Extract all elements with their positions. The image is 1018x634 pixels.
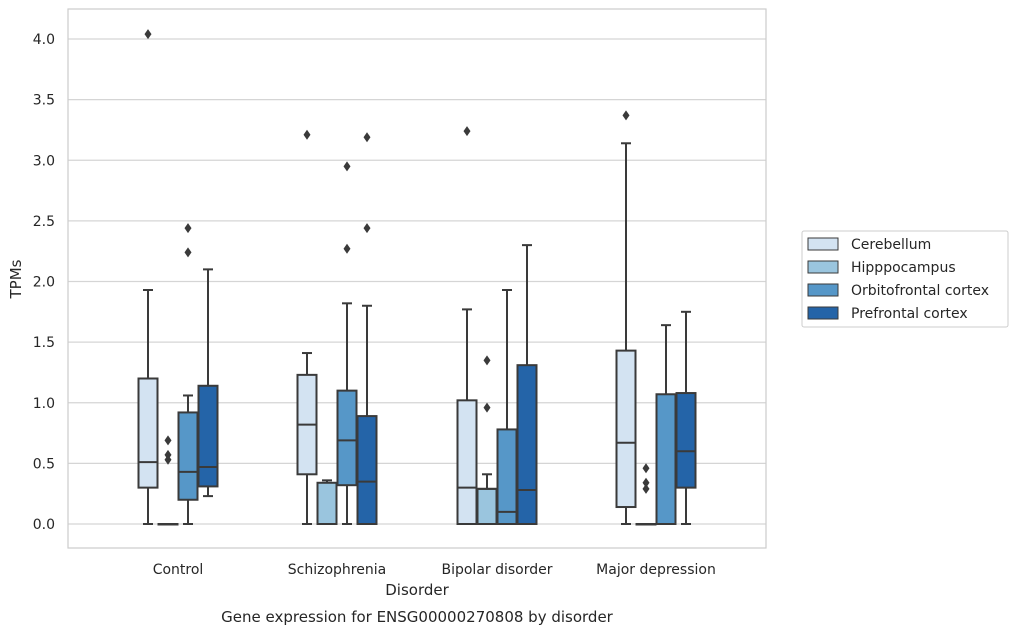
- legend-swatch: [807, 306, 839, 320]
- outlier-point: [184, 247, 192, 258]
- y-tick-label: 4.0: [33, 32, 55, 48]
- y-tick-labels: 0.0 0.5 1.0 1.5 2.0 2.5 3.0 3.5 4.0: [33, 32, 55, 533]
- legend-label: Orbitofrontal cortex: [851, 283, 989, 299]
- outlier-point: [483, 355, 491, 366]
- y-axis-title: TPMs: [7, 259, 25, 299]
- outlier-point: [642, 483, 650, 494]
- legend-swatch: [807, 260, 839, 274]
- outlier-point: [144, 29, 152, 40]
- outlier-point: [363, 223, 371, 234]
- box: [336, 389, 358, 487]
- outlier-point: [184, 223, 192, 234]
- outlier-point: [642, 463, 650, 474]
- box: [496, 428, 518, 525]
- outlier-point: [622, 110, 630, 121]
- outlier-point: [343, 243, 351, 254]
- x-tick-label: Control: [153, 562, 204, 578]
- outlier-point: [463, 126, 471, 137]
- box-prefrontal-cortex-3: [675, 310, 697, 525]
- chart-title: Gene expression for ENSG00000270808 by d…: [221, 608, 614, 626]
- box: [655, 393, 677, 526]
- outlier-point: [483, 402, 491, 413]
- box: [476, 487, 498, 525]
- box-orbitofrontal-cortex-0: [177, 223, 199, 525]
- x-tick-label: Bipolar disorder: [441, 562, 552, 578]
- y-tick-label: 0.5: [33, 456, 55, 472]
- legend-swatch: [807, 283, 839, 297]
- legend: Cerebellum Hipppocampus Orbitofrontal cort…: [801, 230, 1009, 328]
- legend-label: Cerebellum: [851, 237, 931, 253]
- box-prefrontal-cortex-0: [197, 268, 219, 498]
- box: [137, 377, 159, 489]
- box: [356, 415, 378, 525]
- outlier-point: [363, 132, 371, 143]
- box-cerebellum-2: [456, 126, 478, 526]
- x-axis-title: Disorder: [385, 581, 449, 599]
- box: [177, 411, 199, 501]
- y-tick-label: 1.5: [33, 335, 55, 351]
- outlier-point: [343, 161, 351, 172]
- y-tick-label: 3.0: [33, 153, 55, 169]
- box-cerebellum-0: [137, 29, 159, 525]
- outlier-point: [303, 129, 311, 140]
- y-tick-label: 2.0: [33, 275, 55, 291]
- legend-label: Hipppocampus: [851, 260, 956, 276]
- box: [615, 349, 637, 509]
- x-tick-label: Schizophrenia: [288, 562, 386, 578]
- box-cerebellum-1: [296, 129, 318, 525]
- box-hipppocampus-1: [316, 479, 338, 525]
- box-prefrontal-cortex-2: [516, 244, 538, 525]
- y-tick-label: 2.5: [33, 214, 55, 230]
- plot-frame: [67, 8, 767, 549]
- box-cerebellum-3: [615, 110, 637, 525]
- legend-swatch: [807, 237, 839, 251]
- box-groups: [137, 29, 697, 526]
- box-orbitofrontal-cortex-1: [336, 161, 358, 525]
- x-tick-label: Major depression: [596, 562, 716, 578]
- y-tick-label: 0.0: [33, 517, 55, 533]
- outlier-point: [164, 435, 172, 446]
- legend-frame: [801, 230, 1009, 328]
- box-hipppocampus-0: [157, 435, 179, 526]
- y-tick-label: 3.5: [33, 93, 55, 109]
- outlier-point: [164, 449, 172, 460]
- box-hipppocampus-3: [635, 463, 657, 526]
- box: [516, 364, 538, 525]
- y-tick-label: 1.0: [33, 396, 55, 412]
- outlier-point: [642, 477, 650, 488]
- box: [675, 392, 697, 489]
- x-tick-labels: Control Schizophrenia Bipolar disorder Majo…: [153, 562, 716, 578]
- box: [456, 399, 478, 526]
- legend-label: Prefrontal cortex: [851, 306, 968, 322]
- box: [316, 481, 338, 525]
- box: [197, 384, 219, 488]
- box-prefrontal-cortex-1: [356, 132, 378, 525]
